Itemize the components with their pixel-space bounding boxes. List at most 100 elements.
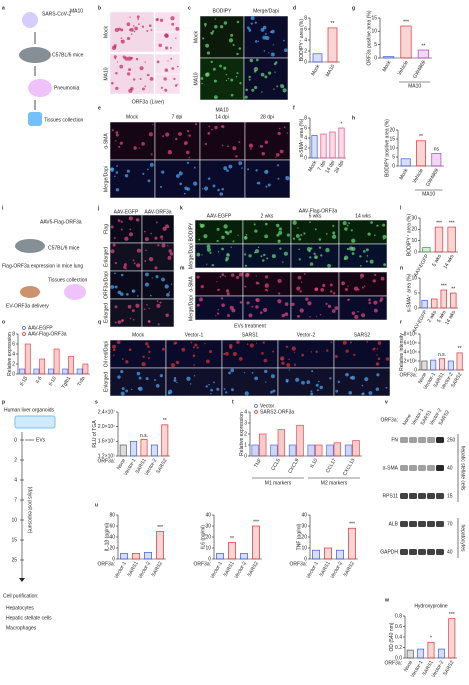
panel-letter: e [98, 105, 101, 111]
blot-band [427, 465, 435, 471]
bar [228, 542, 236, 560]
stain [155, 221, 158, 224]
stain [163, 77, 167, 81]
blot-band [409, 549, 417, 555]
stain [382, 223, 386, 227]
panel-letter: h [352, 115, 355, 121]
stain [310, 392, 314, 396]
label: Enlarged [103, 247, 109, 267]
stain [179, 182, 183, 186]
stain [284, 312, 289, 317]
bar [53, 348, 60, 375]
stain [159, 18, 164, 22]
stain [374, 234, 376, 237]
stain [214, 18, 216, 20]
y-tick-label: 0 [304, 556, 307, 562]
stain [350, 229, 353, 232]
significance: ** [331, 21, 335, 27]
x-tick-label: 7 dpi [317, 160, 328, 172]
stain [132, 78, 136, 81]
stain [221, 187, 224, 191]
bar [422, 247, 431, 253]
stain [160, 86, 163, 89]
label: EVs treatment [234, 323, 266, 329]
stain [216, 239, 219, 243]
stain [254, 21, 257, 24]
stain [266, 170, 268, 173]
y-tick-label: 0 [392, 163, 395, 169]
stain [210, 392, 212, 395]
blot-band [409, 521, 417, 527]
panel-letter: j [97, 205, 100, 211]
stain [213, 95, 218, 100]
stain [248, 75, 251, 79]
stain [277, 131, 281, 136]
micrograph [244, 121, 291, 161]
stain [173, 377, 177, 380]
stain [278, 292, 281, 295]
stain [363, 285, 366, 287]
label: 15 [11, 537, 17, 543]
stain [114, 261, 118, 265]
stain [130, 33, 133, 35]
stain [219, 64, 222, 68]
stain [376, 348, 379, 350]
x-prefix: ORF3a: [193, 561, 211, 567]
label: 4 [14, 477, 17, 483]
significance: *** [449, 612, 455, 618]
stain [278, 227, 282, 231]
y-axis-label: RLU of TGA [92, 420, 98, 448]
stain [250, 16, 255, 21]
y-axis-label: TNF (pg/ml) [296, 523, 302, 550]
stain [344, 287, 348, 291]
stain [315, 350, 318, 354]
stain [129, 228, 132, 231]
legend-label: Vector [260, 403, 275, 409]
stain [246, 343, 249, 345]
stain [232, 146, 237, 151]
bar [400, 25, 412, 59]
stain [236, 340, 240, 344]
significance: ** [451, 286, 455, 292]
significance: *** [403, 19, 409, 25]
stain [385, 386, 388, 389]
stain [277, 177, 280, 180]
y-axis-label: α-SMA⁺ area (%) [406, 273, 412, 312]
stain [332, 231, 336, 235]
y-tick-label: 1.2×10⁷ [98, 453, 115, 459]
panel-letter: a [2, 5, 5, 11]
label: Mock [103, 26, 109, 38]
stain [110, 167, 115, 172]
stain [255, 169, 258, 172]
stain [188, 134, 191, 137]
bar [47, 368, 54, 375]
group-label: M2 markers [321, 480, 348, 486]
bar [288, 444, 297, 457]
stain [288, 358, 290, 361]
label: Pneumonia [54, 85, 80, 91]
stain [346, 247, 350, 251]
bar [270, 444, 278, 457]
stain [125, 389, 129, 393]
stain [277, 278, 282, 283]
significance: ** [230, 536, 234, 542]
stain [319, 314, 322, 316]
stain [170, 57, 173, 60]
stain [206, 244, 211, 249]
stain [169, 46, 172, 49]
stain [353, 286, 359, 291]
significance: *** [449, 220, 455, 226]
blot-band [400, 549, 408, 555]
y-tick-label: 4 [12, 351, 15, 357]
label: ORF3a [132, 99, 148, 105]
stain [334, 306, 339, 311]
x-tick-label: Tnfa [76, 375, 86, 387]
label: 0 [14, 437, 17, 443]
stain [283, 251, 288, 256]
label: RPS11 [383, 493, 399, 499]
y-axis-label: Relative expression [239, 412, 245, 456]
stain [309, 262, 314, 266]
stain [332, 292, 336, 295]
label: 14 dpi [215, 114, 229, 120]
stain [225, 256, 229, 261]
